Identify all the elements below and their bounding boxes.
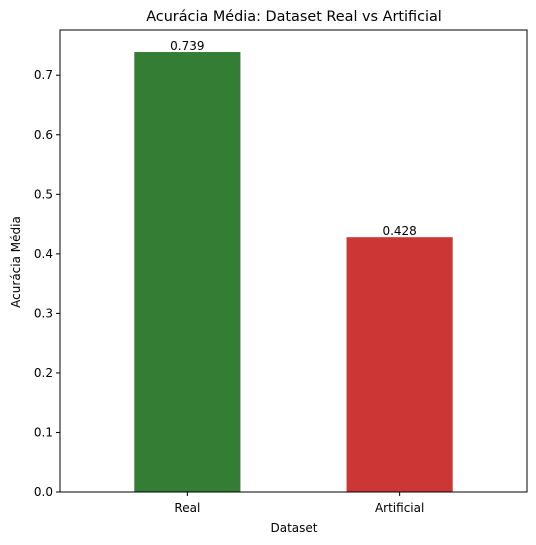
x-axis-label: Dataset — [271, 521, 318, 535]
y-tick-label: 0.1 — [34, 425, 53, 439]
y-tick-label: 0.4 — [34, 247, 53, 261]
y-axis-ticks: 0.0 0.1 0.2 0.3 0.4 0.5 0.6 0.7 — [34, 68, 60, 499]
plot-frame — [59, 29, 528, 493]
y-tick-label: 0.0 — [34, 485, 53, 499]
x-axis-ticks: Real Artificial — [174, 492, 424, 515]
y-tick-label: 0.2 — [34, 366, 53, 380]
y-tick-label: 0.7 — [34, 68, 53, 82]
bar-value-label: 0.428 — [382, 224, 416, 238]
bar-real — [134, 52, 241, 492]
y-tick-label: 0.5 — [34, 187, 53, 201]
x-tick-label: Artificial — [375, 501, 424, 515]
y-tick-label: 0.6 — [34, 128, 53, 142]
bar-value-label: 0.739 — [170, 39, 204, 53]
y-axis-label: Acurácia Média — [9, 216, 23, 308]
bar-labels-group: 0.739 0.428 — [170, 39, 417, 238]
chart-title: Acurácia Média: Dataset Real vs Artifici… — [146, 9, 442, 25]
x-tick-label: Real — [174, 501, 200, 515]
bar-artificial — [346, 237, 453, 492]
bars-group — [134, 52, 453, 492]
y-tick-label: 0.3 — [34, 306, 53, 320]
